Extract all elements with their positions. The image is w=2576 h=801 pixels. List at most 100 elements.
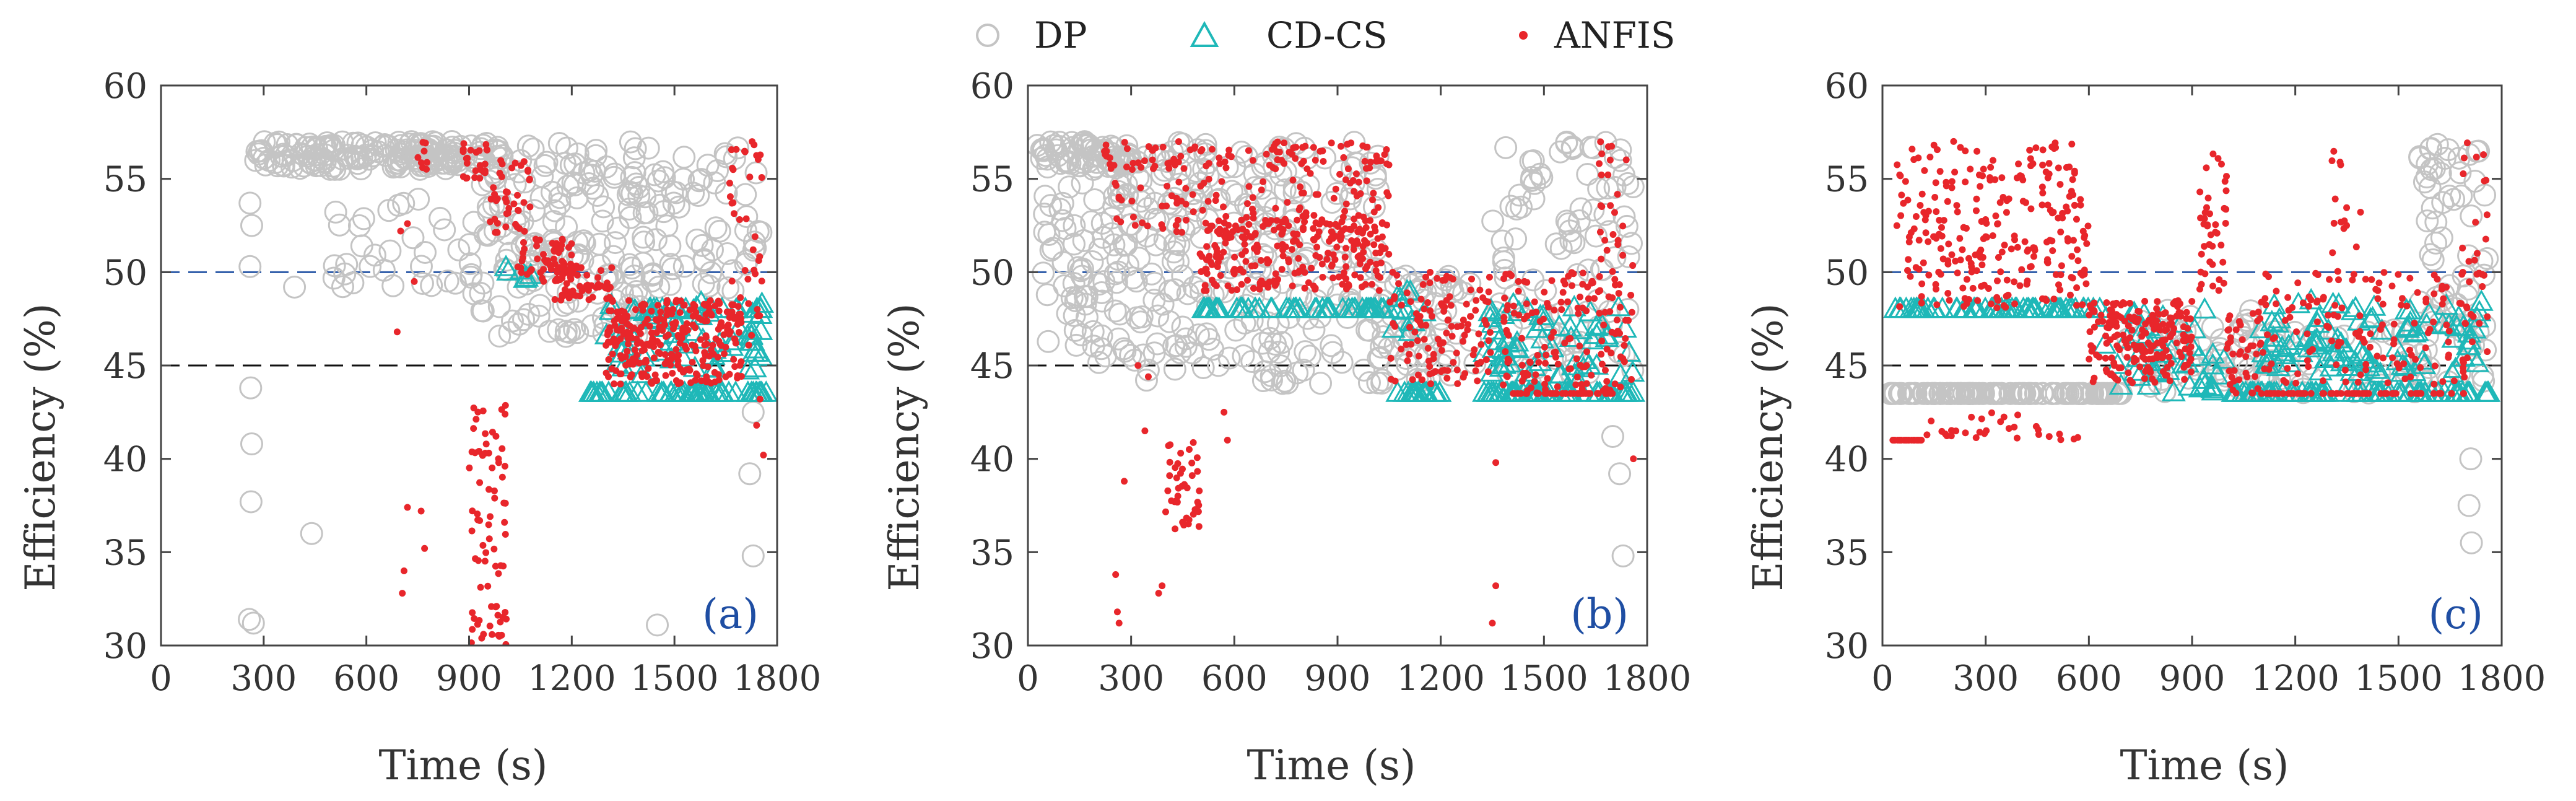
anfis-point — [615, 309, 622, 317]
anfis-point — [1228, 287, 1235, 294]
cdcs-point — [1259, 296, 1284, 318]
anfis-point — [1952, 258, 1959, 265]
anfis-point — [1300, 224, 1307, 232]
anfis-point — [1515, 278, 1522, 285]
dp-point — [238, 191, 262, 215]
anfis-point — [2305, 363, 2312, 370]
anfis-point — [1518, 361, 1526, 369]
anfis-point — [2430, 290, 2438, 297]
anfis-point — [1977, 183, 1984, 190]
y-tick-label: 60 — [103, 66, 147, 107]
anfis-point — [2333, 361, 2340, 369]
anfis-point — [1291, 269, 1299, 277]
anfis-point — [1608, 142, 1616, 150]
dp-point — [324, 200, 347, 224]
anfis-point — [1258, 186, 1265, 194]
anfis-point — [1510, 302, 1517, 310]
dp-point — [388, 142, 412, 166]
anfis-point — [1905, 239, 1913, 246]
anfis-point — [1202, 266, 1209, 273]
anfis-point — [760, 452, 767, 459]
anfis-point — [1412, 310, 1420, 317]
anfis-point — [2102, 332, 2110, 339]
legend-anfis-marker — [1519, 31, 1528, 40]
dp-point — [440, 148, 464, 172]
anfis-point — [1606, 156, 1614, 164]
anfis-point — [2094, 318, 2102, 325]
anfis-point — [1411, 328, 1419, 336]
anfis-point — [1194, 508, 1202, 515]
anfis-point — [2439, 300, 2446, 308]
anfis-point — [1389, 268, 1396, 276]
dp-point — [1136, 358, 1160, 382]
anfis-point — [2334, 276, 2342, 284]
anfis-point — [1128, 165, 1136, 173]
dp-point — [1126, 151, 1149, 174]
anfis-point — [1173, 199, 1181, 207]
dp-point — [242, 611, 265, 635]
dp-point — [401, 226, 425, 250]
anfis-point — [2183, 309, 2190, 316]
dp-point — [1330, 351, 1354, 374]
anfis-point — [597, 267, 604, 274]
anfis-point — [1272, 270, 1279, 278]
anfis-point — [2134, 343, 2141, 350]
anfis-point — [674, 361, 682, 369]
anfis-point — [1149, 156, 1156, 164]
cdcs-point — [1549, 362, 1573, 383]
anfis-point — [476, 517, 484, 524]
anfis-point — [1355, 178, 1362, 186]
anfis-point — [663, 297, 671, 304]
anfis-point — [1370, 190, 1377, 197]
dp-point — [1128, 247, 1151, 270]
anfis-point — [1586, 390, 1594, 397]
anfis-point — [1361, 157, 1368, 165]
dp-point — [1576, 162, 1599, 186]
anfis-point — [2163, 326, 2170, 333]
anfis-point — [2003, 292, 2010, 300]
anfis-point — [1231, 253, 1238, 261]
anfis-point — [1299, 212, 1307, 220]
anfis-point — [2133, 356, 2140, 364]
anfis-point — [1601, 367, 1609, 374]
anfis-point — [1551, 307, 1558, 314]
anfis-point — [1601, 309, 1609, 316]
anfis-point — [2019, 177, 2027, 184]
anfis-point — [1385, 161, 1393, 169]
anfis-point — [1373, 157, 1380, 165]
dp-point — [1224, 318, 1248, 342]
anfis-point — [697, 336, 704, 343]
dp-point — [2460, 204, 2483, 228]
anfis-point — [2186, 349, 2193, 357]
anfis-point — [2018, 266, 2026, 273]
anfis-point — [2027, 205, 2035, 212]
anfis-point — [1601, 237, 1609, 244]
anfis-point — [692, 347, 700, 354]
panel-c: Efficiency (%) Time (s) 0 300 600 900 1200 15… — [1744, 66, 2546, 789]
anfis-point — [669, 306, 677, 313]
dp-point — [2214, 364, 2238, 388]
dp-point — [667, 195, 690, 219]
anfis-point — [491, 494, 498, 502]
y-tick-label: 35 — [1825, 533, 1869, 573]
anfis-point — [1278, 157, 1286, 164]
anfis-point — [2445, 351, 2452, 359]
anfis-point — [1938, 224, 1945, 231]
anfis-point — [745, 300, 752, 307]
anfis-point — [1543, 351, 1550, 359]
anfis-point — [1284, 199, 1291, 206]
anfis-point — [1915, 237, 1923, 244]
dp-point — [495, 248, 518, 272]
anfis-point — [617, 380, 624, 388]
dp-point — [1329, 159, 1352, 183]
anfis-point — [1995, 254, 2002, 261]
y-tick-label: 35 — [970, 533, 1014, 573]
dp-point — [1134, 369, 1158, 392]
anfis-point — [495, 570, 502, 577]
anfis-point — [467, 146, 474, 154]
data-marks — [238, 130, 777, 646]
anfis-point — [1450, 359, 1457, 366]
dp-point — [744, 161, 768, 185]
dp-point — [1978, 382, 2002, 405]
anfis-point — [460, 140, 468, 147]
